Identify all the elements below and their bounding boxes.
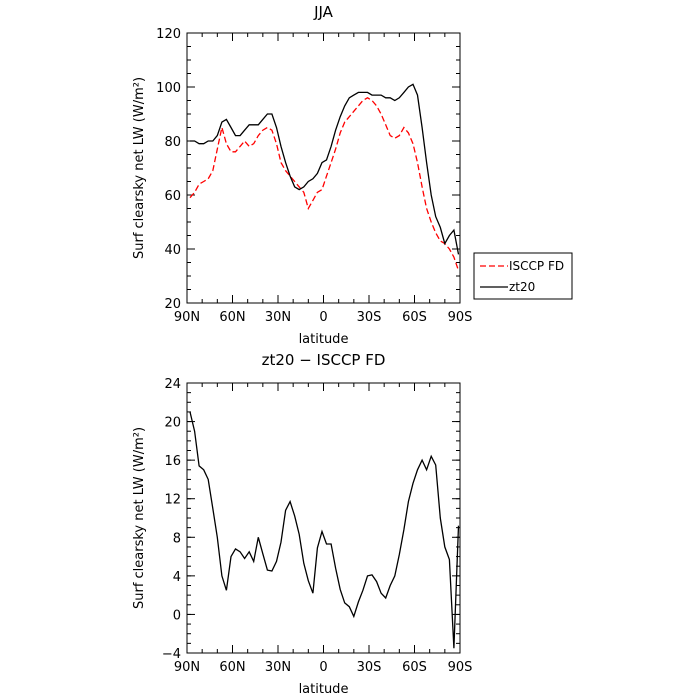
y-tick-label: 20 [164, 416, 181, 431]
y-tick-label: 16 [164, 454, 181, 469]
legend-label-isccp-fd: ISCCP FD [509, 259, 564, 273]
legend-box [473, 252, 573, 300]
series-line-zt20 [190, 83, 460, 255]
legend-label-zt20: zt20 [509, 280, 535, 294]
x-tick-label: 30S [357, 310, 382, 325]
x-tick-label: 60S [402, 310, 427, 325]
y-axis-label-top: Surf clearsky net LW (W/m²) [132, 77, 147, 259]
y-tick-label: 120 [156, 27, 181, 42]
panel-title-bottom: zt20 − ISCCP FD [262, 351, 386, 369]
y-tick-label: 8 [173, 531, 181, 546]
x-tick-label: 90N [174, 310, 200, 325]
panel-title-top: JJA [313, 3, 334, 21]
x-tick-label: 90S [448, 310, 473, 325]
y-axis-label-bottom: Surf clearsky net LW (W/m²) [132, 427, 147, 609]
legend: ISCCP FD zt20 [473, 252, 573, 300]
x-tick-label: 60N [219, 310, 245, 325]
x-tick-label: 30N [265, 660, 291, 675]
x-tick-label: 60N [219, 660, 245, 675]
panel-bottom: zt20 − ISCCP FD latitude Surf clearsky n… [132, 351, 472, 697]
x-axis-label-top: latitude [299, 332, 349, 347]
x-tick-label: 90N [174, 660, 200, 675]
y-tick-label: 12 [164, 493, 181, 508]
y-tick-label: 60 [164, 189, 181, 204]
x-tick-label: 60S [402, 660, 427, 675]
y-tick-label: 0 [173, 608, 181, 623]
x-axis-label-bottom: latitude [299, 682, 349, 697]
panel-top: JJA latitude Surf clearsky net LW (W/m²)… [132, 3, 573, 347]
x-tick-label: 90S [448, 660, 473, 675]
plot-area-top: 90N 60N 30N 0 30S 60S 90S 20 40 60 80 100 120 [156, 27, 472, 325]
plot-frame [186, 382, 461, 654]
y-tick-label: 40 [164, 243, 181, 258]
y-tick-label: 20 [164, 297, 181, 312]
x-tick-label: 30S [357, 660, 382, 675]
series-line-difference [189, 411, 460, 649]
x-tick-label: 0 [319, 310, 327, 325]
x-tick-label: 30N [265, 310, 291, 325]
y-tick-label: 80 [164, 135, 181, 150]
y-tick-label: 4 [173, 570, 181, 585]
y-tick-label: 100 [156, 81, 181, 96]
y-tick-label: −4 [162, 647, 181, 662]
plot-area-bottom: 90N 60N 30N 0 30S 60S 90S −4 0 4 8 12 16 20 24 [162, 377, 473, 675]
series-line-isccp-fd [189, 97, 460, 271]
x-tick-label: 0 [319, 660, 327, 675]
y-tick-label: 24 [164, 377, 181, 392]
